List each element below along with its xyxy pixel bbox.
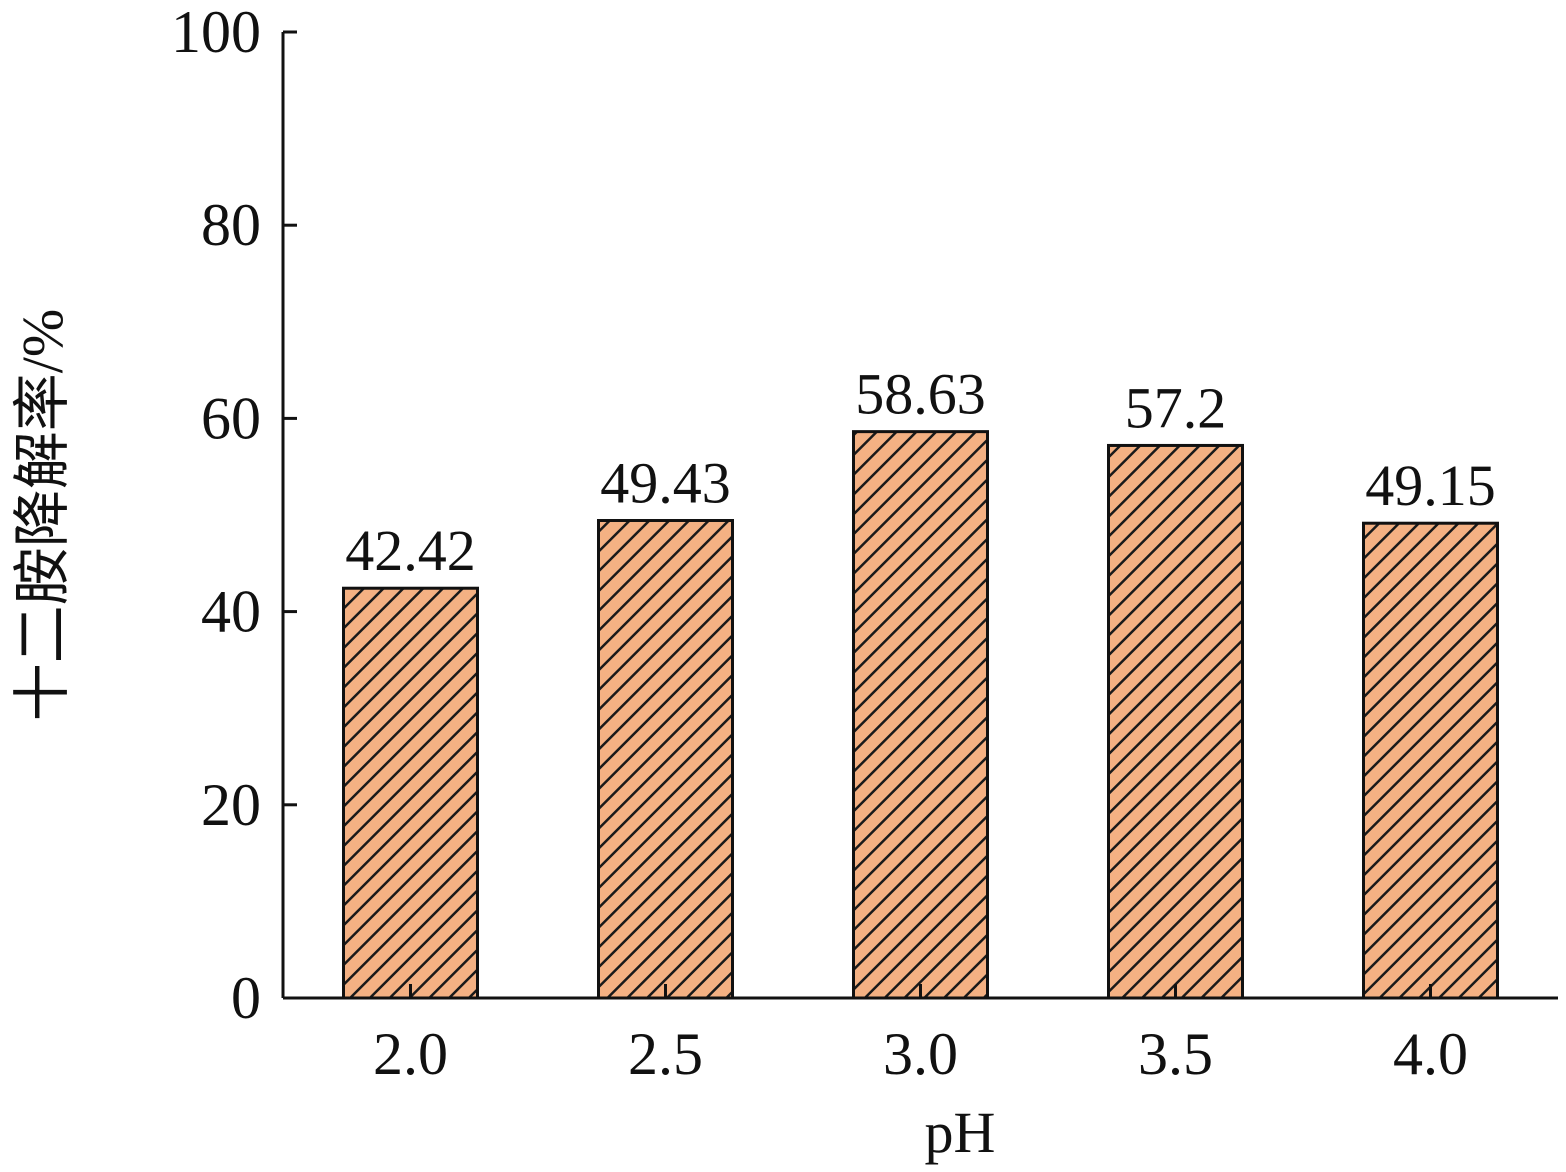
- y-tick-label-60: 60: [201, 385, 261, 451]
- y-tick-label-40: 40: [201, 579, 261, 645]
- y-tick-label-100: 100: [171, 0, 261, 65]
- y-tick-label-0: 0: [231, 965, 261, 1031]
- y-ticks-layer: 0 20 40 60 80 100: [171, 0, 297, 1031]
- data-label-3.0: 58.63: [855, 362, 986, 427]
- y-tick-label-80: 80: [201, 192, 261, 258]
- x-tick-label-3.0: 3.0: [883, 1021, 958, 1087]
- data-label-4.0: 49.15: [1365, 453, 1496, 518]
- data-label-2.5: 49.43: [600, 451, 731, 516]
- data-label-3.5: 57.2: [1125, 375, 1227, 440]
- bar-2.0: [342, 586, 479, 1000]
- bar-4.0: [1362, 521, 1499, 1000]
- x-ticks-layer: 2.0 2.5 3.0 3.5 4.0: [373, 984, 1468, 1087]
- bar-3.0: [852, 430, 989, 1000]
- bars-layer: [342, 430, 1499, 1000]
- y-axis-title: 十二胺降解率/%: [10, 309, 75, 721]
- x-tick-label-4.0: 4.0: [1393, 1021, 1468, 1087]
- bar-2.5: [597, 519, 734, 1000]
- data-labels-layer: 42.42 49.43 58.63 57.2 49.15: [345, 362, 1496, 584]
- bar-3.5: [1107, 443, 1244, 1000]
- y-axis: 0 20 40 60 80 100: [171, 0, 297, 1031]
- x-axis: 2.0 2.5 3.0 3.5 4.0: [283, 984, 1558, 1087]
- y-tick-label-20: 20: [201, 772, 261, 838]
- data-label-2.0: 42.42: [345, 518, 476, 583]
- x-tick-label-3.5: 3.5: [1138, 1021, 1213, 1087]
- x-axis-title: pH: [925, 1100, 996, 1165]
- x-tick-label-2.0: 2.0: [373, 1021, 448, 1087]
- x-tick-label-2.5: 2.5: [628, 1021, 703, 1087]
